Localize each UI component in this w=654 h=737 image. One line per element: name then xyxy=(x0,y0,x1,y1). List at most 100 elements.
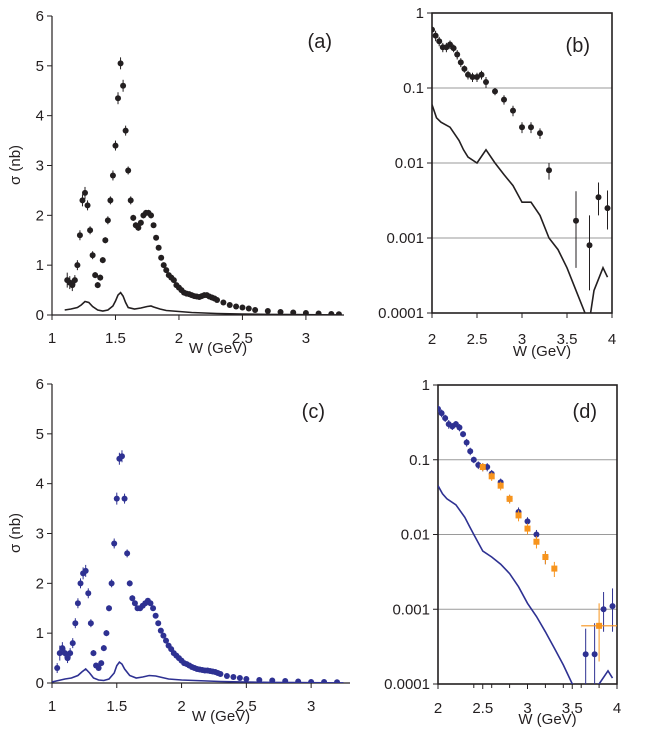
data-square xyxy=(506,495,513,502)
x-tick-label: 2.5 xyxy=(232,330,253,347)
panel-label: (b) xyxy=(566,35,590,57)
data-layer xyxy=(52,450,344,683)
data-point xyxy=(519,124,525,131)
x-tick-label: 1 xyxy=(48,330,56,347)
data-point xyxy=(432,32,439,39)
data-point xyxy=(501,96,507,103)
model-curve xyxy=(64,291,338,315)
data-point xyxy=(328,311,335,315)
data-point xyxy=(586,242,593,249)
y-tick-label: 5 xyxy=(36,426,44,443)
model-curve xyxy=(432,104,609,313)
y-tick-label: 1 xyxy=(422,377,430,394)
data-point xyxy=(290,309,297,315)
data-point xyxy=(315,310,322,315)
data-point xyxy=(220,299,227,306)
data-point xyxy=(160,262,167,269)
data-point xyxy=(537,130,543,137)
data-point xyxy=(120,82,127,89)
data-point xyxy=(478,71,485,78)
data-point xyxy=(148,212,155,219)
data-square xyxy=(488,473,495,480)
data-point xyxy=(158,254,165,261)
data-point xyxy=(118,453,125,460)
y-tick-label: 4 xyxy=(36,476,44,493)
data-point xyxy=(115,95,122,102)
data-point xyxy=(129,595,136,602)
panel-label: (c) xyxy=(302,401,325,423)
data-point xyxy=(438,410,445,417)
x-tick-label: 2.5 xyxy=(472,700,493,717)
y-tick-label: 0.001 xyxy=(392,601,430,618)
y-tick-label: 0.0001 xyxy=(378,305,424,322)
data-point xyxy=(609,603,616,610)
data-point xyxy=(87,227,94,234)
data-point xyxy=(155,244,162,251)
data-point xyxy=(600,606,607,613)
data-point xyxy=(109,172,116,179)
data-point xyxy=(252,307,259,314)
data-point xyxy=(450,45,457,52)
y-tick-label: 1 xyxy=(36,625,44,642)
data-point xyxy=(113,495,120,502)
data-point xyxy=(243,676,250,683)
data-point xyxy=(170,277,177,284)
data-point xyxy=(460,431,467,438)
data-point xyxy=(104,217,111,224)
x-tick-label: 2.5 xyxy=(236,698,257,715)
data-point xyxy=(126,580,133,587)
y-tick-label: 3 xyxy=(36,526,44,543)
y-tick-label: 0.01 xyxy=(395,155,424,172)
panel-d: 0.0001 0.001 0.01 0.1 1 2 2.5 3 3.5 4 W (GeV) (d) xyxy=(384,377,621,728)
data-point xyxy=(124,550,131,557)
data-point xyxy=(54,665,61,672)
data-point xyxy=(76,232,83,239)
data-point xyxy=(137,219,144,226)
x-tick-label: 2.5 xyxy=(467,331,488,348)
data-square xyxy=(596,622,603,629)
y-tick-label: 0.1 xyxy=(409,452,430,469)
data-point xyxy=(74,262,81,269)
data-point xyxy=(528,124,534,131)
x-tick-label: 2 xyxy=(177,698,185,715)
data-point xyxy=(277,309,284,315)
data-square xyxy=(551,565,558,572)
y-tick-label: 2 xyxy=(36,575,44,592)
data-point xyxy=(233,303,240,310)
data-point xyxy=(510,107,516,114)
data-point xyxy=(106,605,113,612)
data-point xyxy=(157,627,164,634)
x-tick-label: 4 xyxy=(613,700,621,717)
data-point xyxy=(98,660,105,667)
x-tick-label: 1.5 xyxy=(106,698,127,715)
data-point xyxy=(591,651,598,658)
y-tick-label: 6 xyxy=(36,376,44,393)
data-point xyxy=(465,71,471,78)
data-point xyxy=(595,194,602,201)
data-point xyxy=(461,65,468,72)
y-tick-label: 0.0001 xyxy=(384,676,430,693)
data-point xyxy=(95,665,102,672)
x-axis-label: W (GeV) xyxy=(513,343,571,360)
data-point xyxy=(69,282,76,289)
y-axis-label: σ (nb) xyxy=(7,145,24,185)
data-point xyxy=(59,645,66,652)
x-tick-label: 2 xyxy=(428,331,436,348)
data-point xyxy=(160,632,167,639)
data-point xyxy=(69,640,76,647)
data-point xyxy=(107,197,114,204)
data-point xyxy=(546,167,552,174)
data-point xyxy=(163,637,170,644)
data-point xyxy=(573,217,579,224)
data-point xyxy=(147,600,154,607)
x-axis-label: W (GeV) xyxy=(518,711,576,728)
panel-label: (d) xyxy=(573,401,597,423)
data-point xyxy=(153,234,160,241)
data-square xyxy=(515,512,522,519)
data-point xyxy=(79,197,86,204)
data-point xyxy=(121,495,128,502)
data-point xyxy=(108,580,115,587)
x-tick-label: 3 xyxy=(523,700,531,717)
data-point xyxy=(71,277,78,284)
x-tick-label: 4 xyxy=(608,331,616,348)
